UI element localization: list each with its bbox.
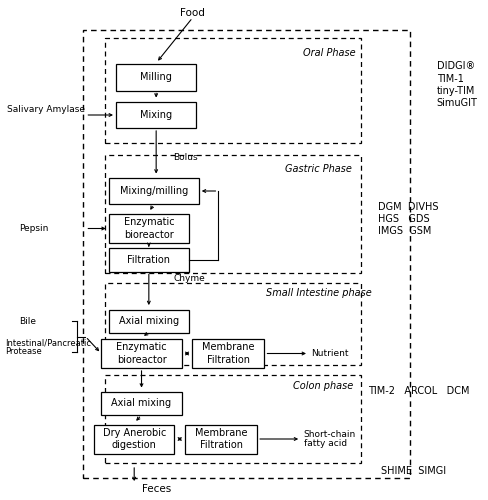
Bar [105,375,361,462]
Text: Filtration: Filtration [127,255,170,265]
Bar [116,64,196,90]
Bar [108,310,189,332]
Bar [108,178,199,204]
Text: IMGS  GSM: IMGS GSM [378,226,431,235]
Bar [105,282,361,365]
Text: Oral Phase: Oral Phase [303,48,355,58]
Text: tiny-TIM: tiny-TIM [437,86,475,96]
Bar [116,102,196,128]
Text: Enzymatic
bioreactor: Enzymatic bioreactor [116,342,167,364]
Bar [83,30,410,478]
Text: Nutrient: Nutrient [311,349,349,358]
Text: DIDGI®: DIDGI® [437,61,475,71]
Text: Gastric Phase: Gastric Phase [285,164,352,174]
Bar [105,38,361,142]
Text: Bile: Bile [20,316,37,326]
Bar [108,214,189,243]
Bar [94,424,175,454]
Text: fatty acid: fatty acid [304,439,346,448]
Bar [105,155,361,272]
Bar [108,248,189,272]
Bar [101,339,182,368]
Text: Chyme: Chyme [173,274,205,283]
Text: TIM-1: TIM-1 [437,74,464,84]
Text: Salivary Amylase: Salivary Amylase [7,104,85,114]
Text: DGM  DIVHS: DGM DIVHS [378,202,439,212]
Text: Small Intestine phase: Small Intestine phase [266,288,372,298]
Text: Protease: Protease [5,348,41,356]
Text: HGS   GDS: HGS GDS [378,214,430,224]
Text: Membrane
Filtration: Membrane Filtration [202,342,255,364]
Text: Dry Anerobic
digestion: Dry Anerobic digestion [102,428,166,450]
Text: TIM-2   ARCOL   DCM: TIM-2 ARCOL DCM [368,386,470,396]
Text: Mixing: Mixing [140,110,172,120]
Text: SimuGIT: SimuGIT [437,98,478,108]
Text: Food: Food [181,8,205,18]
Text: Axial mixing: Axial mixing [119,316,179,326]
Bar [185,424,257,454]
Text: Bolus: Bolus [173,153,198,162]
Text: Milling: Milling [140,72,172,83]
Bar [192,339,264,368]
Text: Enzymatic
bioreactor: Enzymatic bioreactor [123,218,174,240]
Bar [101,392,182,415]
Text: Membrane
Filtration: Membrane Filtration [195,428,247,450]
Text: Intestinal/Pancreatic: Intestinal/Pancreatic [5,338,91,347]
Text: Mixing/milling: Mixing/milling [120,186,188,196]
Text: Short-chain: Short-chain [304,430,356,439]
Text: Pepsin: Pepsin [20,224,49,233]
Text: SHIME  SIMGI: SHIME SIMGI [381,466,446,476]
Text: Colon phase: Colon phase [293,381,353,391]
Text: Axial mixing: Axial mixing [111,398,172,408]
Text: Feces: Feces [142,484,171,494]
